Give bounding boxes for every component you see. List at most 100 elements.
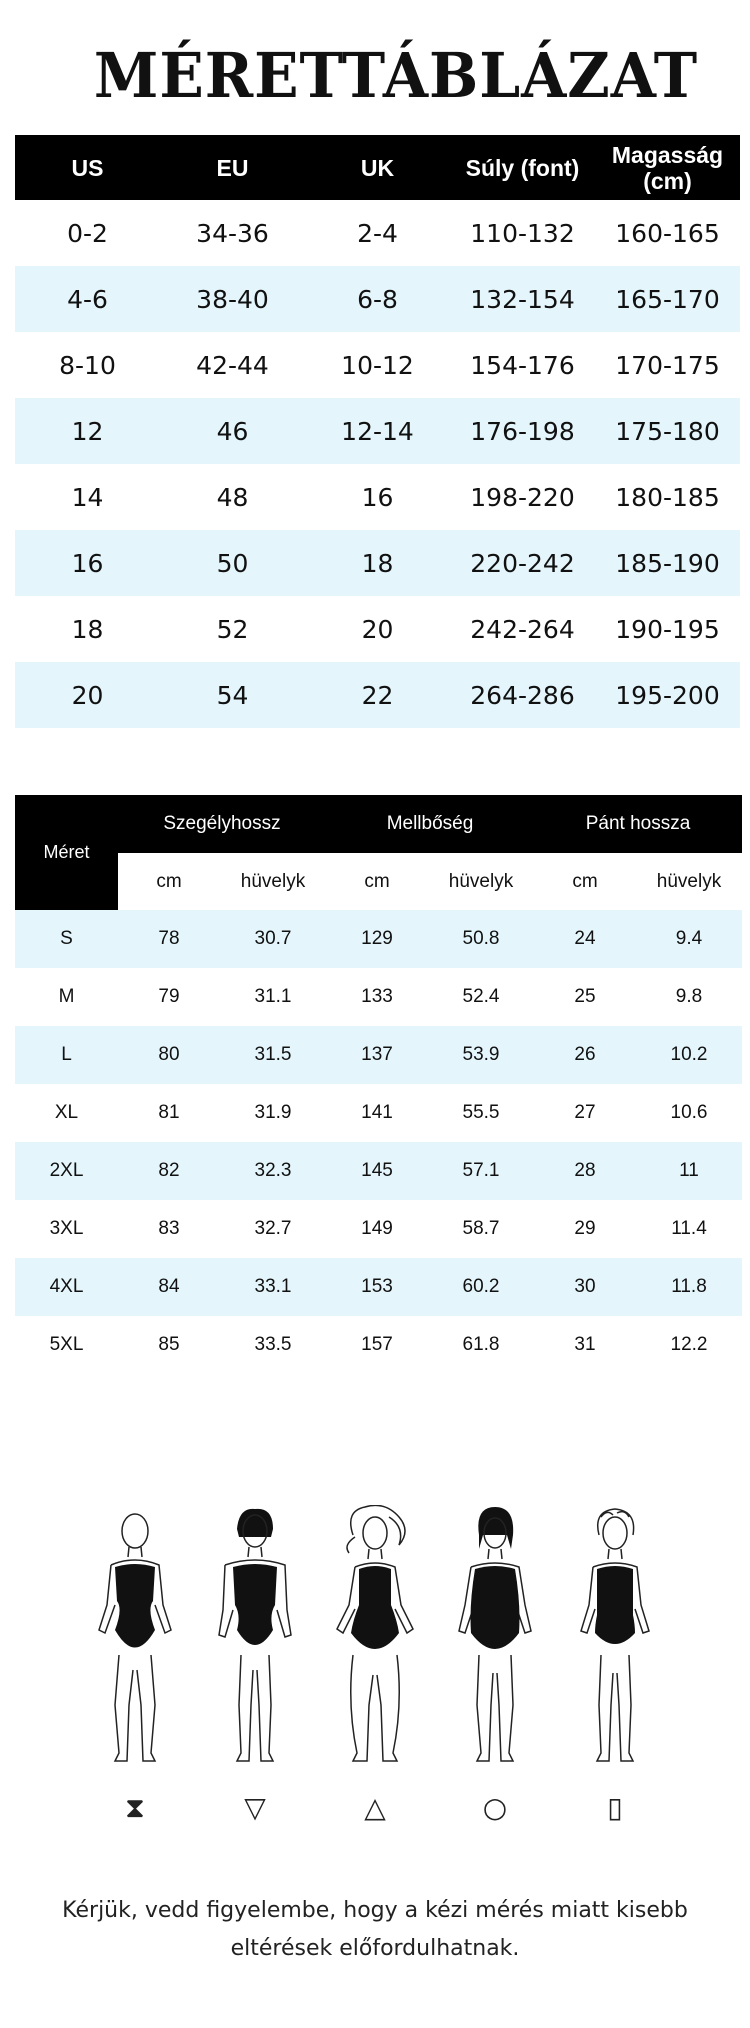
cell-weight: 132-154 — [470, 284, 575, 314]
cell-height: 185-190 — [615, 548, 720, 578]
figure-hourglass — [98, 1513, 172, 1762]
table-row: 0-2 34-36 2-4 110-132 160-165 — [15, 200, 740, 266]
cell-hem-cm: 83 — [158, 1218, 180, 1239]
cell-us: 0-2 — [67, 218, 108, 248]
cell-size: 5XL — [49, 1334, 84, 1355]
table-row: 4-6 38-40 6-8 132-154 165-170 — [15, 266, 740, 332]
cell-strap-cm: 25 — [574, 986, 596, 1007]
table-row: L 80 31.5 137 53.9 26 10.2 — [15, 1026, 742, 1084]
cell-height: 170-175 — [615, 350, 720, 380]
rectangle-shape-icon: ▯ — [607, 1791, 623, 1824]
cell-uk: 12-14 — [341, 416, 414, 446]
cell-size: 4XL — [49, 1276, 84, 1297]
round-shape-icon: ○ — [482, 1791, 508, 1824]
cell-us: 16 — [71, 548, 104, 578]
figure-round — [458, 1507, 532, 1762]
cell-height: 190-195 — [615, 614, 720, 644]
cell-strap-inch: 11.8 — [671, 1276, 707, 1297]
cell-weight: 176-198 — [470, 416, 575, 446]
cell-eu: 50 — [216, 548, 249, 578]
cell-strap-cm: 29 — [574, 1218, 596, 1239]
unit-inch: hüvelyk — [656, 870, 722, 892]
header-uk: UK — [360, 154, 395, 181]
cell-eu: 52 — [216, 614, 249, 644]
cell-eu: 54 — [216, 680, 249, 710]
cell-strap-cm: 28 — [574, 1160, 596, 1181]
cell-strap-cm: 24 — [574, 928, 596, 949]
table-row: 5XL 85 33.5 157 61.8 31 12.2 — [15, 1316, 742, 1374]
table-row: 2XL 82 32.3 145 57.1 28 11 — [15, 1142, 742, 1200]
table-row: 20 54 22 264-286 195-200 — [15, 662, 740, 728]
cell-eu: 48 — [216, 482, 249, 512]
cell-eu: 38-40 — [196, 284, 269, 314]
cell-bust-inch: 57.1 — [462, 1160, 500, 1181]
cell-eu: 42-44 — [196, 350, 269, 380]
cell-height: 195-200 — [615, 680, 720, 710]
unit-cm: cm — [156, 870, 182, 892]
cell-bust-inch: 53.9 — [462, 1044, 500, 1065]
cell-size: 2XL — [49, 1160, 84, 1181]
cell-bust-cm: 129 — [361, 928, 393, 949]
cell-hem-inch: 32.7 — [254, 1218, 292, 1239]
cell-weight: 154-176 — [470, 350, 575, 380]
table-header: US EU UK Súly (font) Magasság (cm) — [15, 135, 740, 200]
unit-cm: cm — [364, 870, 390, 892]
cell-size: L — [61, 1044, 72, 1065]
header-eu: EU — [216, 154, 249, 181]
table-row: S 78 30.7 129 50.8 24 9.4 — [15, 910, 742, 968]
size-conversion-table: US EU UK Súly (font) Magasság (cm) 0-2 34… — [15, 135, 740, 728]
cell-uk: 6-8 — [357, 284, 398, 314]
cell-bust-inch: 55.5 — [462, 1102, 500, 1123]
cell-strap-inch: 9.8 — [675, 986, 703, 1007]
cell-hem-inch: 31.1 — [254, 986, 292, 1007]
triangle-shape-icon: △ — [364, 1791, 386, 1824]
hourglass-shape-icon: ⧗ — [125, 1791, 145, 1824]
table-row: 8-10 42-44 10-12 154-176 170-175 — [15, 332, 740, 398]
cell-height: 175-180 — [615, 416, 720, 446]
unit-inch: hüvelyk — [240, 870, 306, 892]
cell-us: 14 — [71, 482, 104, 512]
cell-bust-inch: 52.4 — [462, 986, 500, 1007]
cell-hem-cm: 85 — [158, 1334, 180, 1355]
cell-hem-cm: 80 — [158, 1044, 180, 1065]
cell-strap-inch: 11 — [679, 1160, 699, 1181]
cell-uk: 20 — [361, 614, 394, 644]
header-us: US — [71, 154, 104, 181]
cell-uk: 22 — [361, 680, 394, 710]
unit-inch: hüvelyk — [448, 870, 514, 892]
cell-us: 4-6 — [67, 284, 108, 314]
cell-hem-inch: 32.3 — [254, 1160, 292, 1181]
cell-bust-cm: 145 — [361, 1160, 393, 1181]
cell-hem-inch: 33.1 — [254, 1276, 292, 1297]
page-title: MÉRETTÁBLÁZAT — [93, 39, 699, 112]
cell-strap-inch: 10.6 — [670, 1102, 708, 1123]
cell-bust-cm: 149 — [361, 1218, 393, 1239]
cell-strap-cm: 26 — [574, 1044, 596, 1065]
cell-strap-inch: 10.2 — [670, 1044, 708, 1065]
cell-strap-inch: 12.2 — [670, 1334, 708, 1355]
cell-hem-cm: 84 — [158, 1276, 180, 1297]
body-shape-figures: ⧗ ▽ △ ○ ▯ — [75, 1505, 675, 1825]
cell-us: 8-10 — [59, 350, 116, 380]
cell-weight: 242-264 — [470, 614, 575, 644]
cell-hem-cm: 79 — [158, 986, 180, 1007]
table-row: M 79 31.1 133 52.4 25 9.8 — [15, 968, 742, 1026]
cell-uk: 10-12 — [341, 350, 414, 380]
cell-strap-inch: 11.4 — [671, 1218, 707, 1239]
cell-size: S — [60, 928, 73, 949]
header-bust: Mellbőség — [386, 813, 474, 834]
cell-size: XL — [54, 1102, 79, 1123]
cell-strap-cm: 27 — [574, 1102, 596, 1123]
table-row: 12 46 12-14 176-198 175-180 — [15, 398, 740, 464]
table-row: XL 81 31.9 141 55.5 27 10.6 — [15, 1084, 742, 1142]
table-row: 14 48 16 198-220 180-185 — [15, 464, 740, 530]
cell-hem-cm: 82 — [158, 1160, 180, 1181]
header-size: Méret — [15, 795, 118, 910]
cell-height: 180-185 — [615, 482, 720, 512]
cell-us: 18 — [71, 614, 104, 644]
cell-us: 12 — [71, 416, 104, 446]
measurement-note: Kérjük, vedd figyelembe, hogy a kézi mér… — [62, 1898, 688, 1961]
cell-weight: 220-242 — [470, 548, 575, 578]
cell-weight: 198-220 — [470, 482, 575, 512]
header-weight: Súly (font) — [465, 154, 580, 181]
